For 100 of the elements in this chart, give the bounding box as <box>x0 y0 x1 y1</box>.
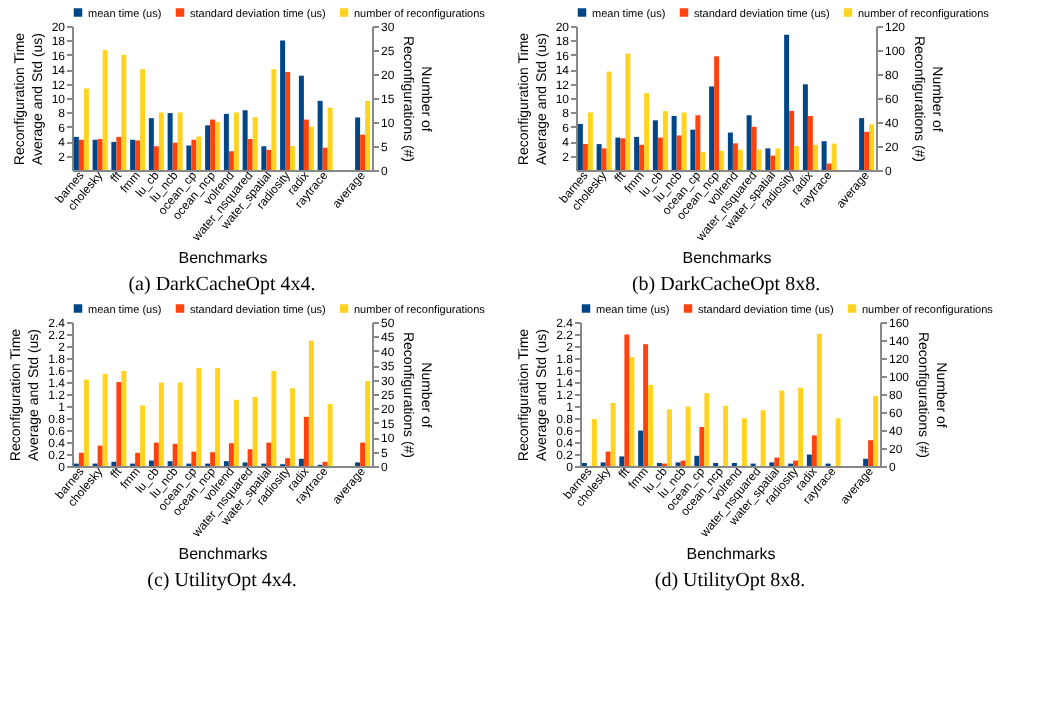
bar <box>690 129 696 170</box>
x-axis-title: Benchmarks <box>686 544 776 563</box>
bar <box>177 112 183 170</box>
bar <box>596 144 602 170</box>
bar <box>308 340 314 466</box>
bar <box>140 405 146 466</box>
bar <box>798 387 804 466</box>
bar <box>102 50 108 170</box>
bar <box>751 126 757 170</box>
bar <box>167 113 173 170</box>
bar <box>765 148 771 170</box>
bar <box>172 443 178 466</box>
bar <box>355 117 361 170</box>
bar <box>619 456 625 466</box>
bar <box>714 56 720 170</box>
bar <box>816 333 822 466</box>
x-axis-title: Benchmarks <box>178 544 268 563</box>
bar <box>695 115 701 170</box>
bar <box>73 136 79 170</box>
bar <box>774 457 780 466</box>
bar <box>280 40 286 170</box>
bar <box>793 460 799 466</box>
bar <box>806 454 812 466</box>
bar <box>135 452 141 466</box>
bar <box>290 146 296 170</box>
bar <box>121 54 127 170</box>
bar <box>97 139 103 170</box>
bar <box>83 88 89 170</box>
bar <box>327 404 333 466</box>
bar <box>177 382 183 466</box>
bar <box>760 410 766 466</box>
bar <box>158 112 164 170</box>
bar <box>191 451 197 466</box>
bar <box>694 455 700 466</box>
bar <box>802 84 808 170</box>
bar <box>873 395 879 466</box>
bar <box>831 143 837 170</box>
bar <box>821 141 827 170</box>
bar <box>360 442 366 466</box>
bar <box>97 445 103 466</box>
bar <box>835 418 841 466</box>
bar <box>863 458 869 466</box>
bar <box>601 148 607 170</box>
bar <box>298 458 304 466</box>
bar <box>266 149 272 170</box>
bar <box>102 373 108 466</box>
bar <box>233 399 239 466</box>
bar <box>285 72 291 170</box>
bar <box>148 460 154 466</box>
bar <box>271 370 277 466</box>
bar <box>266 442 272 466</box>
bar <box>784 34 790 170</box>
bar <box>615 137 621 170</box>
bar <box>271 69 277 170</box>
bar <box>826 163 832 170</box>
bar <box>605 451 611 466</box>
bar <box>789 110 795 170</box>
bar <box>215 368 221 466</box>
bar <box>298 75 304 170</box>
bar <box>317 100 323 170</box>
bar <box>680 460 686 466</box>
bar <box>233 112 239 170</box>
x-axis-title: Benchmarks <box>682 248 772 267</box>
bar <box>606 71 612 170</box>
bar <box>186 145 192 170</box>
bar <box>130 139 136 170</box>
bar <box>859 118 865 170</box>
bar <box>625 53 631 170</box>
bar <box>807 116 813 170</box>
bar <box>610 403 616 466</box>
bar <box>723 405 729 466</box>
bar <box>158 382 164 466</box>
bar <box>811 435 817 466</box>
bar <box>210 452 216 466</box>
bar <box>779 390 785 466</box>
bar <box>153 442 159 466</box>
bar <box>365 381 371 466</box>
bar <box>252 396 258 466</box>
bar <box>261 146 267 170</box>
text: (d) UtilityOpt 8x8. <box>654 569 806 592</box>
bar <box>327 107 333 170</box>
bar <box>111 141 117 170</box>
bar <box>135 140 141 170</box>
bar <box>247 449 253 466</box>
bar <box>83 379 89 466</box>
bar <box>290 388 296 466</box>
bar <box>205 125 211 170</box>
bar <box>92 139 98 170</box>
text: (c) UtilityOpt 4x4. <box>147 569 297 592</box>
bar <box>78 452 84 466</box>
bar <box>671 116 677 170</box>
x-axis-title: Benchmarks <box>178 248 268 267</box>
bar <box>587 112 593 170</box>
bar <box>666 409 672 466</box>
bar <box>634 136 640 170</box>
bar <box>746 115 752 170</box>
text: (b) DarkCacheOpt 8x8. <box>631 273 821 296</box>
bar <box>591 419 597 466</box>
bar <box>638 430 644 466</box>
bar <box>196 368 202 466</box>
